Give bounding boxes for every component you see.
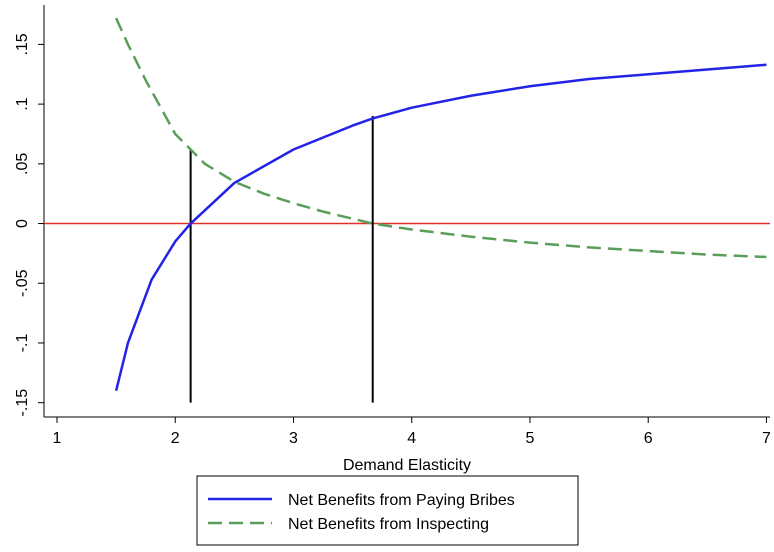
y-tick-label: .1 <box>14 97 31 110</box>
x-tick-label: 2 <box>171 430 180 447</box>
y-tick-label: -.1 <box>14 334 31 353</box>
data-line <box>114 63 767 392</box>
y-tick-label: .15 <box>14 33 31 55</box>
x-tick-label: 3 <box>289 430 298 447</box>
x-tick-label: 7 <box>762 430 771 447</box>
y-tick-label: 0 <box>14 219 31 228</box>
x-tick-label: 1 <box>53 430 62 447</box>
y-tick-label: -.15 <box>14 389 31 417</box>
legend-label: Net Benefits from Paying Bribes <box>288 492 515 509</box>
x-tick-label: 6 <box>644 430 653 447</box>
y-tick-label: .05 <box>14 153 31 175</box>
legend-box <box>196 475 579 546</box>
data-line <box>114 17 767 259</box>
y-tick-label: -.05 <box>14 269 31 297</box>
x-tick-label: 5 <box>526 430 535 447</box>
x-axis-label: Demand Elasticity <box>343 457 471 474</box>
legend-label: Net Benefits from Inspecting <box>288 516 489 533</box>
x-tick-label: 4 <box>407 430 416 447</box>
